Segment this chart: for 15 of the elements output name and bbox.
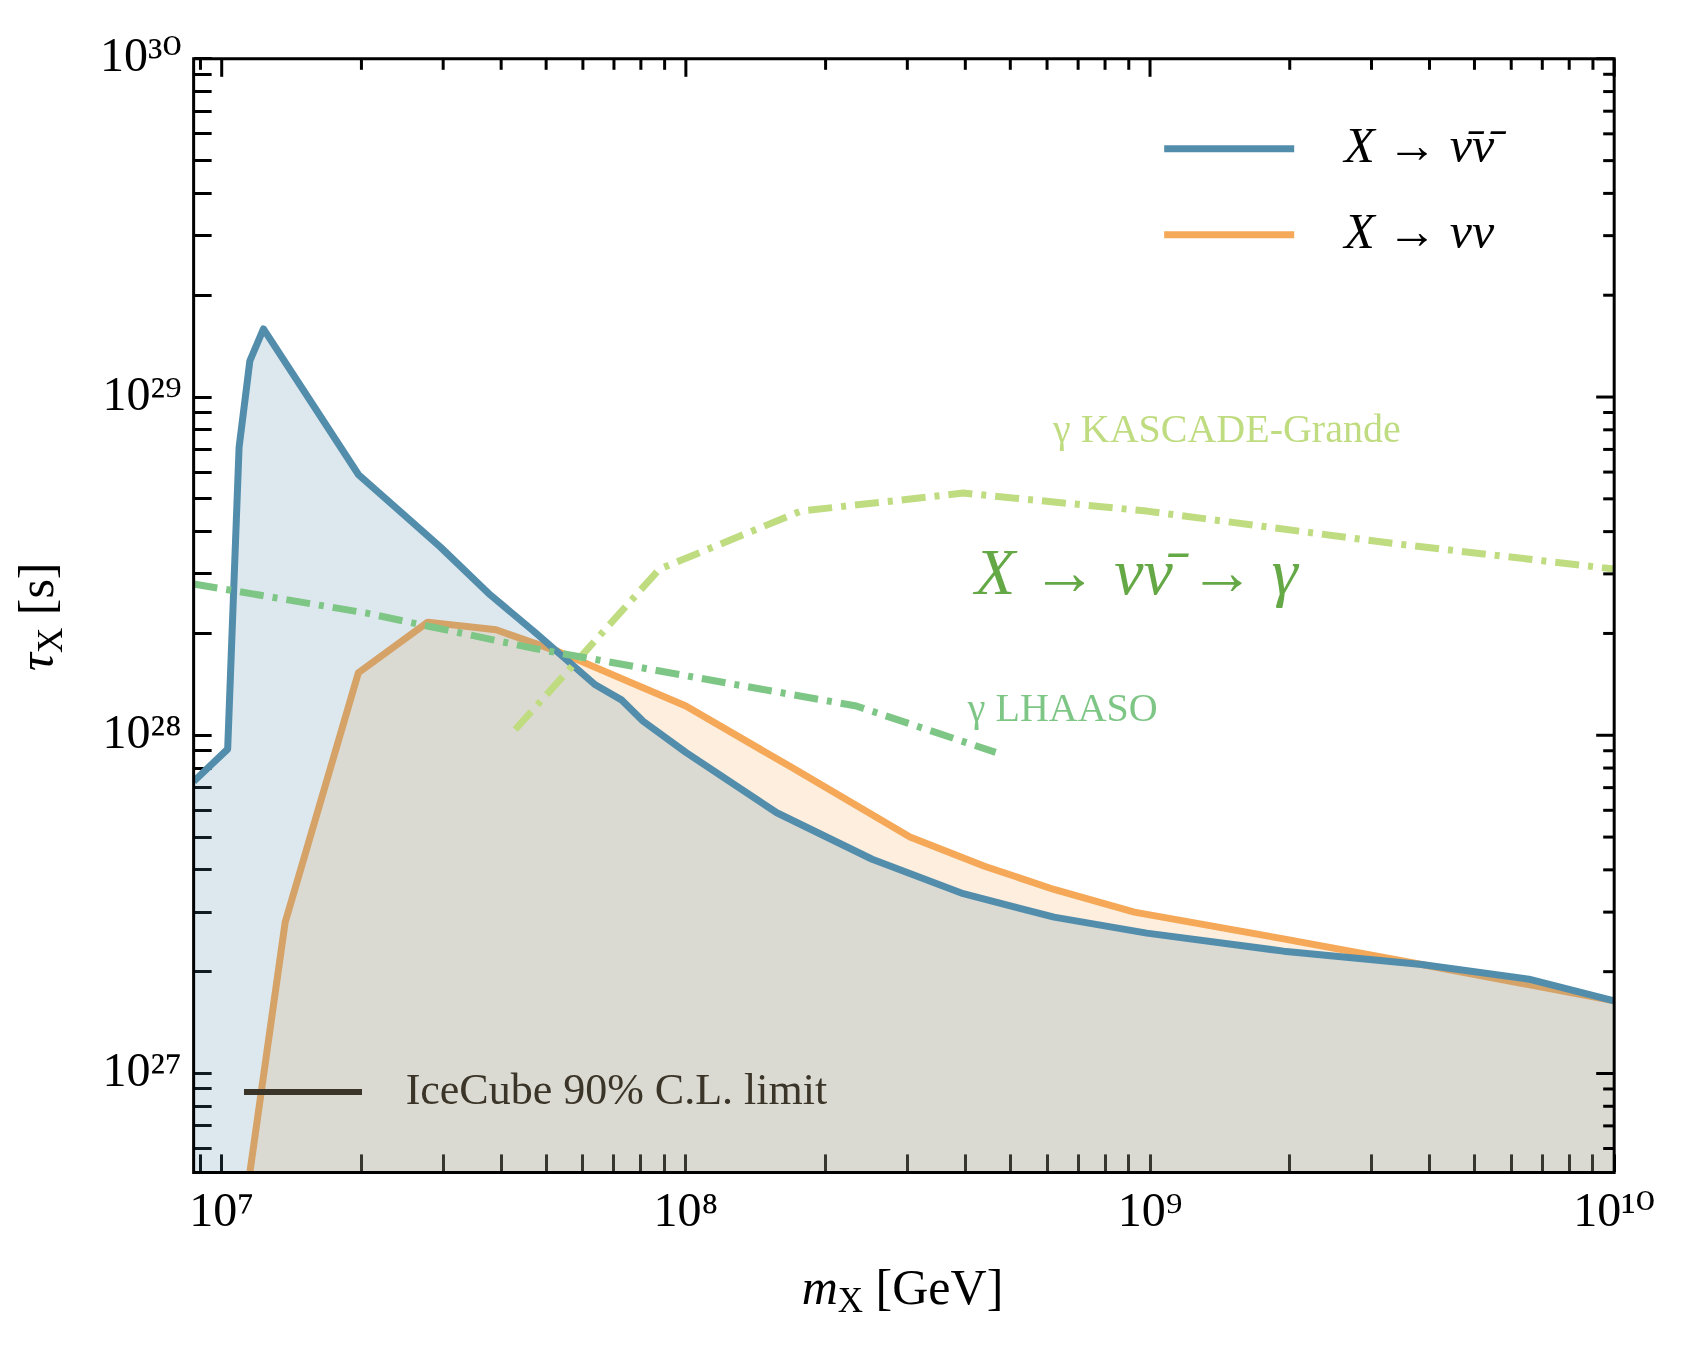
annotation: γ LHAASO — [966, 684, 1158, 730]
y-tick-label: 10²⁸ — [102, 704, 182, 758]
y-tick-label: 10²⁷ — [102, 1043, 182, 1097]
y-axis-title: τX [s] — [8, 562, 70, 671]
legend-label: X → νν — [1342, 202, 1495, 259]
x-tick-label: 10⁹ — [1117, 1182, 1183, 1236]
annotation: X → νν̄ → γ — [971, 534, 1300, 608]
x-tick-label: 10¹⁰ — [1573, 1182, 1655, 1236]
x-tick-label: 10⁷ — [189, 1182, 255, 1236]
y-tick-label: 10²⁹ — [102, 366, 182, 420]
legend-label: X → ν̄ν̄ — [1342, 116, 1508, 173]
y-tick-label: 10³⁰ — [99, 28, 182, 82]
x-tick-label: 10⁸ — [653, 1182, 719, 1236]
annotation: γ KASCADE-Grande — [1052, 406, 1401, 452]
annotation: IceCube 90% C.L. limit — [405, 1064, 828, 1114]
